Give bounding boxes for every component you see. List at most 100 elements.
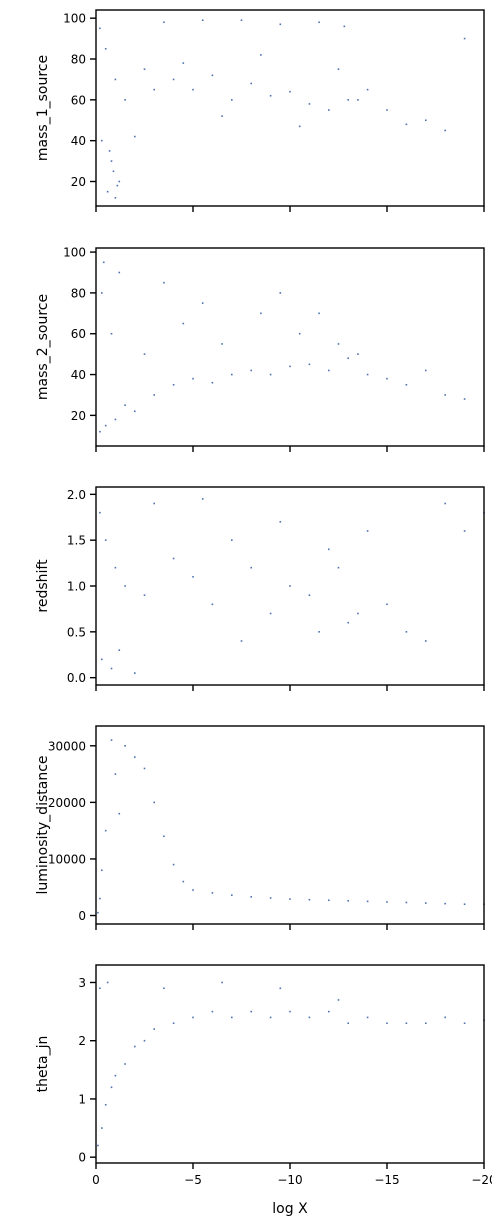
data-point (289, 898, 291, 900)
data-point (444, 902, 446, 905)
data-point (99, 511, 101, 514)
data-point (366, 900, 369, 903)
data-point (101, 292, 103, 294)
data-point (104, 47, 107, 50)
x-tick-label: 0 (92, 1173, 100, 1187)
axes-frame (95, 964, 485, 1164)
data-point (118, 271, 121, 274)
data-point (110, 667, 113, 670)
data-point (101, 658, 103, 661)
y-axis-label: luminosity_distance (35, 755, 51, 894)
data-point (425, 119, 427, 122)
data-point (347, 900, 349, 902)
data-point (269, 373, 272, 376)
data-point (134, 672, 136, 674)
data-point (110, 1086, 113, 1089)
data-point (463, 903, 466, 905)
data-point (211, 74, 214, 77)
data-point (231, 99, 233, 101)
data-point (405, 383, 408, 386)
data-point (134, 756, 136, 758)
data-point (163, 987, 165, 990)
data-point (182, 322, 185, 325)
data-point (106, 981, 109, 984)
y-tick-label: 3 (78, 976, 86, 990)
data-point (250, 896, 252, 898)
data-point (289, 365, 291, 368)
data-point (153, 1028, 155, 1030)
data-point (328, 109, 330, 111)
data-point (124, 585, 126, 587)
data-point (260, 54, 262, 56)
data-point (124, 99, 126, 101)
data-point (463, 37, 466, 40)
data-point (347, 621, 349, 624)
data-point (163, 281, 165, 284)
data-point (153, 502, 155, 505)
data-point (172, 557, 175, 560)
data-point (112, 170, 115, 173)
data-point (269, 1016, 272, 1019)
data-point (347, 357, 349, 360)
y-tick-label: 60 (71, 327, 86, 341)
data-point (308, 898, 311, 901)
data-point (153, 801, 155, 804)
data-point (104, 829, 107, 832)
data-point (279, 987, 282, 990)
y-tick-label: 2.0 (67, 488, 86, 502)
data-point (337, 999, 340, 1001)
data-point (99, 27, 101, 30)
y-tick-label: 80 (71, 53, 86, 67)
data-point (192, 377, 194, 380)
data-point (328, 369, 330, 372)
data-point (182, 880, 185, 883)
y-axis-label: mass_1_source (35, 55, 51, 161)
data-point (118, 649, 121, 651)
data-point (318, 631, 320, 633)
data-point (192, 88, 194, 91)
data-point (308, 363, 311, 366)
data-point (405, 631, 408, 633)
data-point (97, 1144, 99, 1147)
data-point (231, 373, 233, 376)
data-point (308, 594, 311, 596)
y-tick-label: 100 (63, 12, 86, 26)
data-point (289, 585, 291, 587)
data-point (106, 190, 109, 193)
data-point (289, 1010, 291, 1013)
data-point (318, 21, 320, 24)
y-tick-label: 0.0 (67, 671, 86, 685)
y-tick-label: 0.5 (67, 625, 86, 639)
data-point (444, 502, 446, 505)
data-point (366, 1016, 369, 1019)
y-tick-label: 1.5 (67, 534, 86, 548)
data-point (201, 19, 204, 22)
data-point (99, 430, 101, 433)
scatter-points (99, 19, 466, 199)
data-point (104, 1103, 107, 1106)
panel-3: 0.0 0.5 1.0 1.5 2.0 redshift (35, 486, 485, 691)
data-point (172, 78, 175, 81)
data-point (221, 115, 223, 117)
data-point (201, 302, 204, 304)
data-point (279, 292, 282, 294)
data-point (425, 369, 427, 372)
data-point (250, 82, 252, 85)
x-tick-label: −15 (374, 1173, 399, 1187)
data-point (192, 1016, 194, 1019)
data-point (118, 180, 121, 183)
data-point (153, 394, 155, 396)
data-point (366, 88, 369, 91)
data-point (211, 1010, 214, 1013)
axes-frame (95, 247, 485, 447)
data-point (192, 889, 194, 891)
y-axis-label: mass_2_source (35, 294, 51, 400)
data-point (118, 812, 121, 815)
data-point (99, 987, 101, 990)
data-point (337, 566, 340, 569)
data-point (116, 184, 119, 187)
data-point (114, 418, 117, 421)
data-point (134, 1045, 136, 1048)
